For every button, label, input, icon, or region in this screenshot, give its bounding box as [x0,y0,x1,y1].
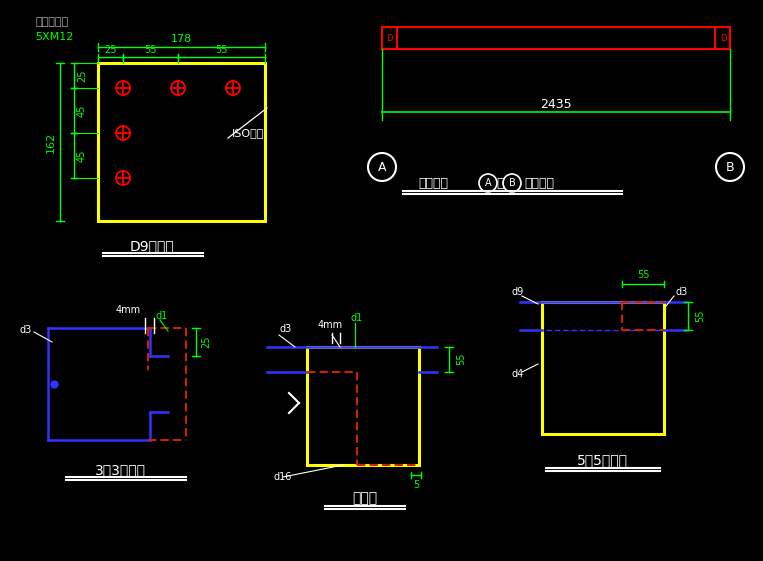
Bar [715,27,730,49]
Text: 攻絲要完整: 攻絲要完整 [35,17,68,27]
Text: A: A [485,178,491,188]
Text: 2435: 2435 [540,98,571,111]
Bar [542,302,664,434]
Text: d16: d16 [273,472,291,482]
Text: d3: d3 [20,325,32,335]
Text: B: B [509,178,515,188]
Text: d3: d3 [279,324,291,334]
Text: d1: d1 [156,311,168,321]
Text: D9攻絲圖: D9攻絲圖 [130,239,175,253]
Text: 4mm: 4mm [115,305,140,315]
Text: D: D [386,34,392,43]
Text: 詳圖四: 詳圖四 [353,491,378,505]
Text: ～: ～ [496,177,504,190]
Text: 178: 178 [171,34,192,44]
Text: 軸立面圖: 軸立面圖 [524,177,554,190]
Text: 45: 45 [77,149,87,162]
Text: D: D [720,34,726,43]
Text: d3: d3 [676,287,688,297]
Text: A: A [378,160,386,173]
Text: 25: 25 [77,69,87,82]
Text: 5XM12: 5XM12 [35,32,73,42]
Text: 162: 162 [46,131,56,153]
Text: B: B [726,160,734,173]
Text: 55: 55 [144,45,156,55]
Text: 4mm: 4mm [317,320,343,330]
Text: 55: 55 [215,45,227,55]
Text: 45: 45 [77,104,87,117]
Bar [382,27,397,49]
Text: 25: 25 [105,45,117,55]
Text: 55: 55 [637,270,649,280]
Bar [307,347,419,465]
Bar [98,63,265,221]
Text: d4: d4 [512,369,524,379]
Text: d1: d1 [351,313,363,323]
Text: 5: 5 [413,480,419,490]
Text: 5－5剖視圖: 5－5剖視圖 [577,453,627,467]
Bar [382,27,730,49]
Text: 55: 55 [456,353,466,365]
Text: 25: 25 [201,335,211,348]
Text: 底座鋼束: 底座鋼束 [418,177,448,190]
Text: ISO角件: ISO角件 [232,128,264,138]
Text: d9: d9 [512,287,524,297]
Text: 55: 55 [695,310,705,322]
Text: 3－3斷面圖: 3－3斷面圖 [95,463,146,477]
